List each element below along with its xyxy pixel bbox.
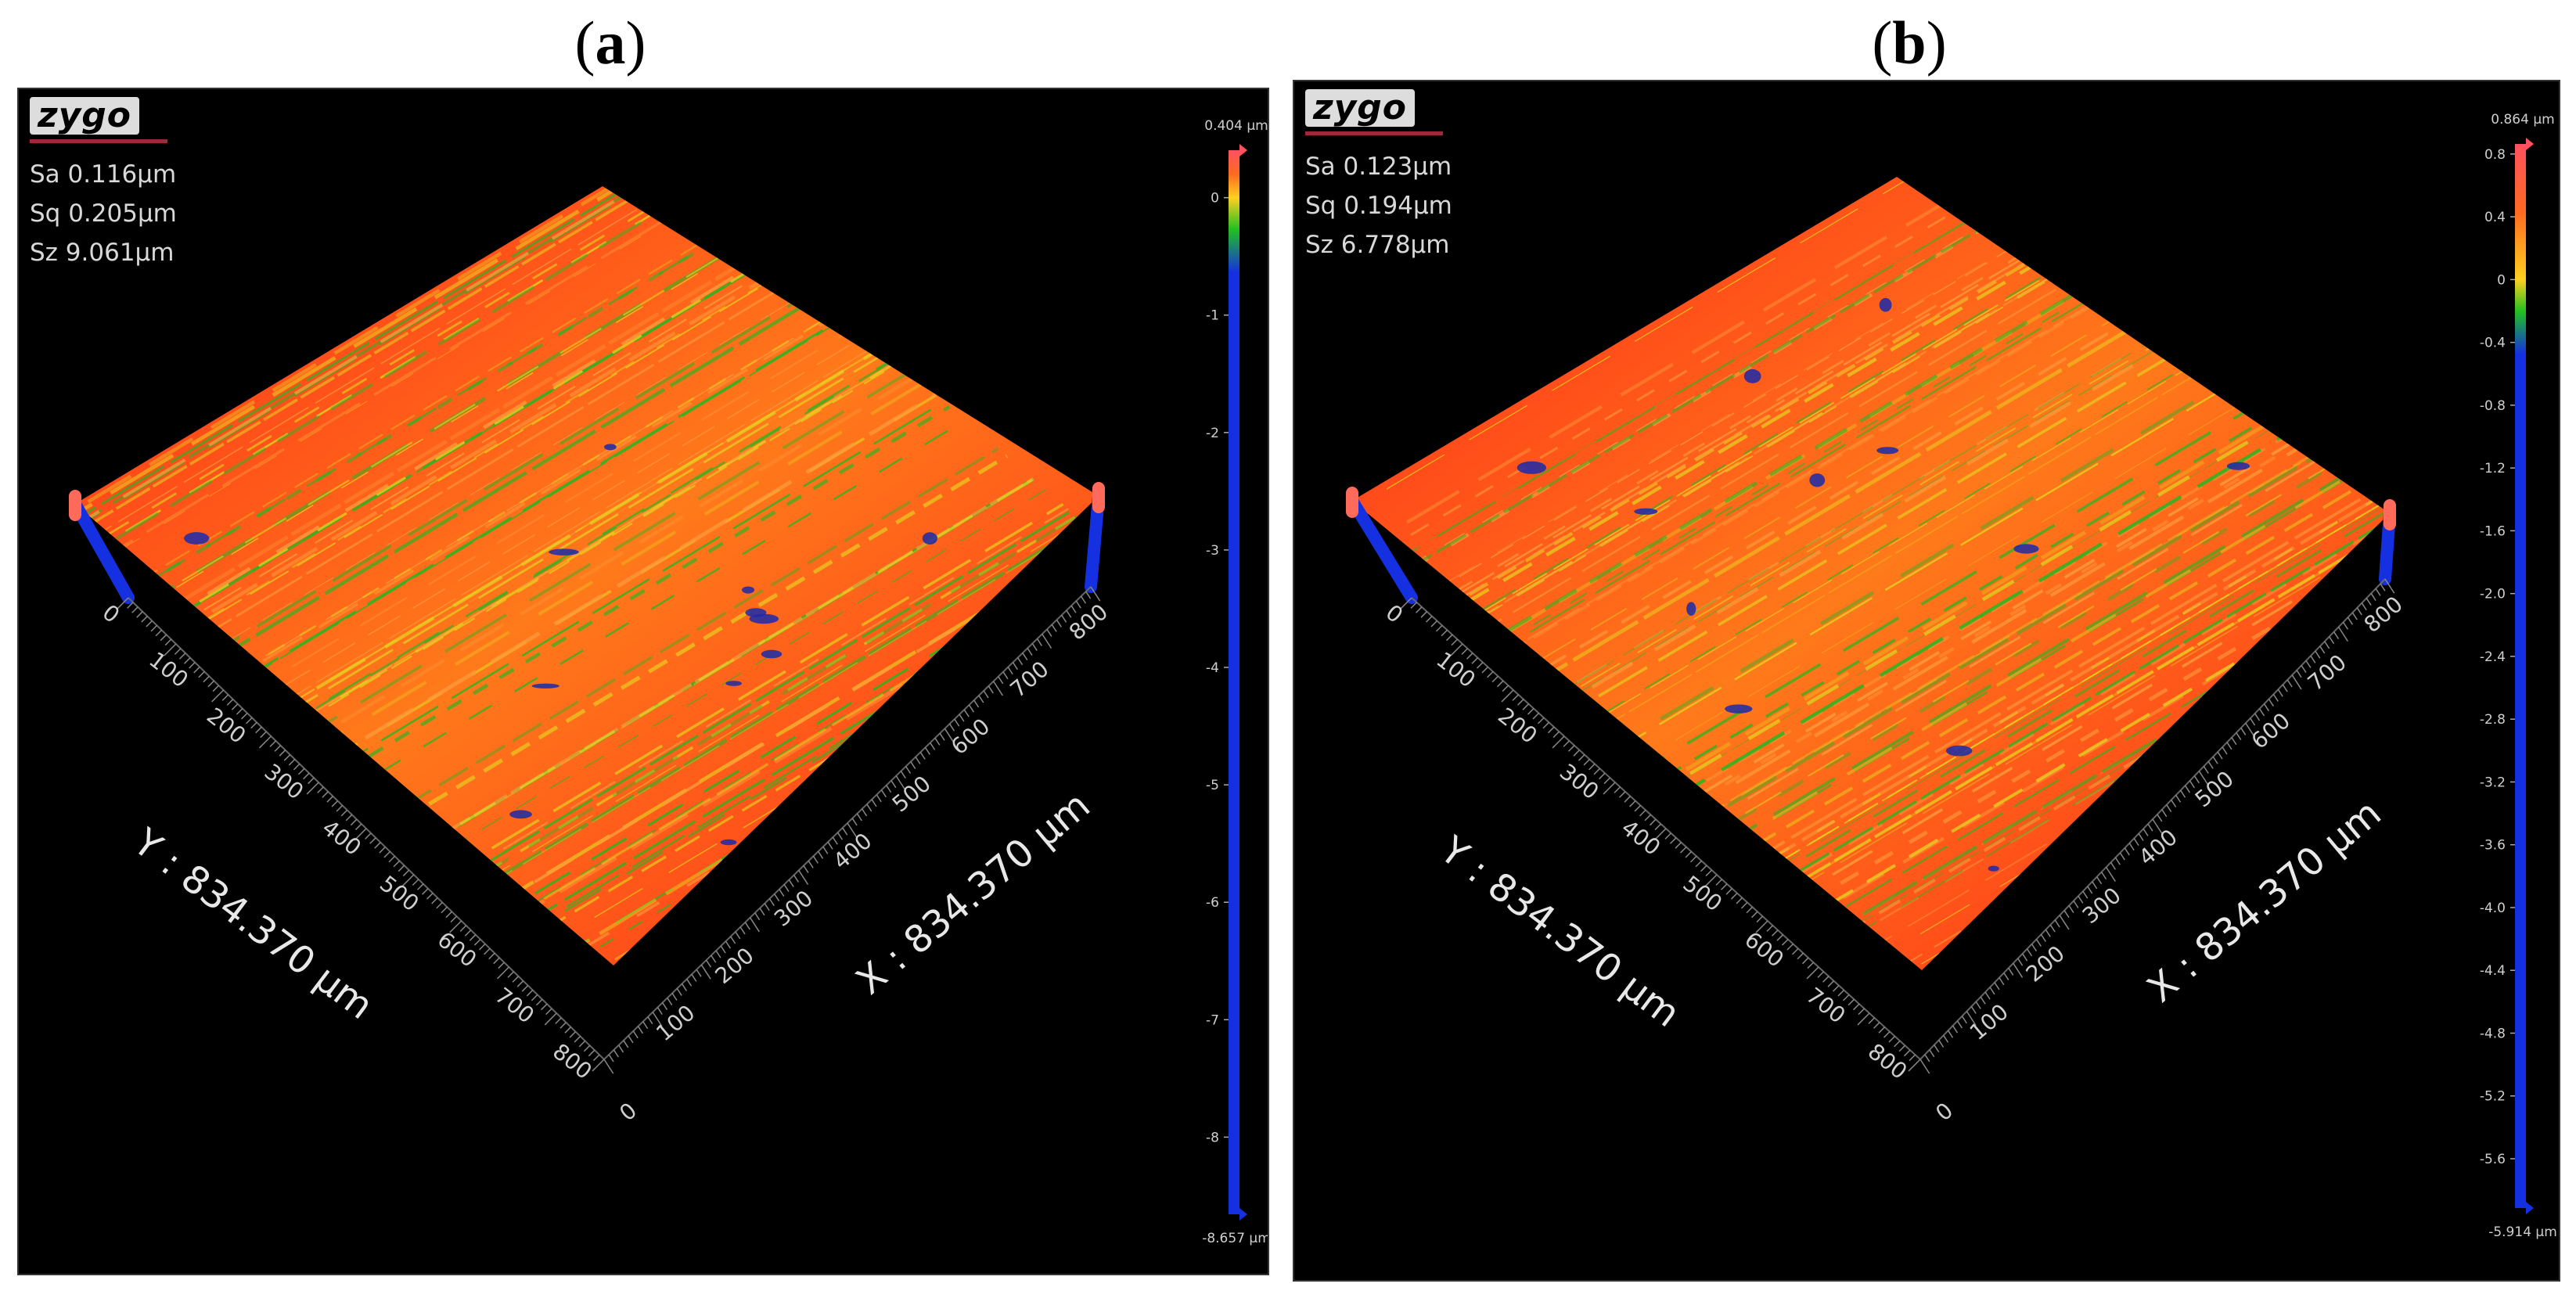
scale-max-label: 0.404 µm [1204, 118, 1268, 134]
scale-tick-label: -4 [1206, 660, 1219, 676]
scale-tick-label: -4.8 [2480, 1026, 2506, 1041]
surface-texture [1352, 177, 2390, 970]
scale-tick-label: -0.8 [2480, 398, 2506, 414]
color-scale-bar [1229, 150, 1239, 1214]
sa-value: Sa 0.123µm [1305, 153, 1452, 181]
scale-tick-label: -2.4 [2480, 649, 2506, 665]
sa-value: Sa 0.116µm [30, 160, 177, 189]
scale-tick-label: -4.4 [2480, 963, 2506, 979]
scale-tick-label: 0.4 [2484, 210, 2506, 225]
surface-3d-plot: 0100200300400500600700800100200300400500… [1346, 112, 2557, 1240]
scale-max-label: 0.864 µm [2491, 112, 2554, 128]
surface-plane [75, 186, 1099, 965]
scale-tick-label: -5.2 [2480, 1089, 2506, 1105]
scale-tick-label: 0 [2497, 272, 2506, 288]
scale-tick-label: -5 [1206, 778, 1219, 793]
scale-tick-label: -0.4 [2480, 336, 2506, 351]
scale-tick-label: -1.6 [2480, 523, 2506, 539]
x-axis-title: X : 834.370 µm [2139, 791, 2390, 1011]
scale-tick-label: -3 [1206, 543, 1219, 559]
y-axis-tick-label: 0 [98, 599, 124, 628]
origin-tick-label: 0 [1930, 1098, 1958, 1127]
scale-tick-label: 0 [1211, 191, 1219, 207]
scale-min-label: -8.657 µm [1202, 1231, 1268, 1246]
sz-value: Sz 6.778µm [1305, 231, 1450, 259]
scale-tick-label: -3.2 [2480, 775, 2506, 790]
surface-3d-plot: 0100200300400500600700800100200300400500… [69, 118, 1268, 1246]
origin-tick-label: 0 [614, 1098, 642, 1127]
roughness-stats: Sa 0.116µm Sq 0.205µm Sz 9.061µm [30, 155, 177, 272]
color-scale-bar [2515, 144, 2526, 1208]
scale-tick-label: -2.0 [2480, 587, 2506, 602]
scale-tick-label: 0.8 [2484, 147, 2506, 163]
sz-value: Sz 9.061µm [30, 239, 174, 267]
scale-tick-label: -5.6 [2480, 1152, 2506, 1167]
scale-tick-label: -1.2 [2480, 461, 2506, 476]
scale-tick-label: -2 [1206, 426, 1219, 441]
sq-value: Sq 0.194µm [1305, 192, 1452, 220]
roughness-stats: Sa 0.123µm Sq 0.194µm Sz 6.778µm [1305, 147, 1452, 264]
scale-tick-label: -8 [1206, 1130, 1219, 1145]
zygo-logo: zygo [1305, 89, 1443, 135]
zygo-logo: zygo [30, 97, 167, 143]
scale-tick-label: -4.0 [2480, 901, 2506, 916]
panel-a-label: (a) [574, 9, 646, 77]
scale-tick-label: -7 [1206, 1012, 1219, 1028]
scale-tick-label: -6 [1206, 895, 1219, 911]
sq-value: Sq 0.205µm [30, 200, 177, 228]
scale-tick-label: -3.6 [2480, 838, 2506, 854]
scale-tick-label: -1 [1206, 308, 1219, 324]
surface-texture [75, 186, 1099, 965]
y-axis-tick-label: 0 [1381, 599, 1408, 628]
scale-tick-label: -2.8 [2480, 712, 2506, 728]
corner-pillar [1346, 494, 1418, 604]
surface-plane [1352, 177, 2390, 970]
corner-pillar [69, 498, 135, 604]
scale-min-label: -5.914 µm [2488, 1224, 2557, 1240]
x-axis-title: X : 834.370 µm [848, 783, 1099, 1003]
panel-b-label: (b) [1872, 9, 1947, 77]
